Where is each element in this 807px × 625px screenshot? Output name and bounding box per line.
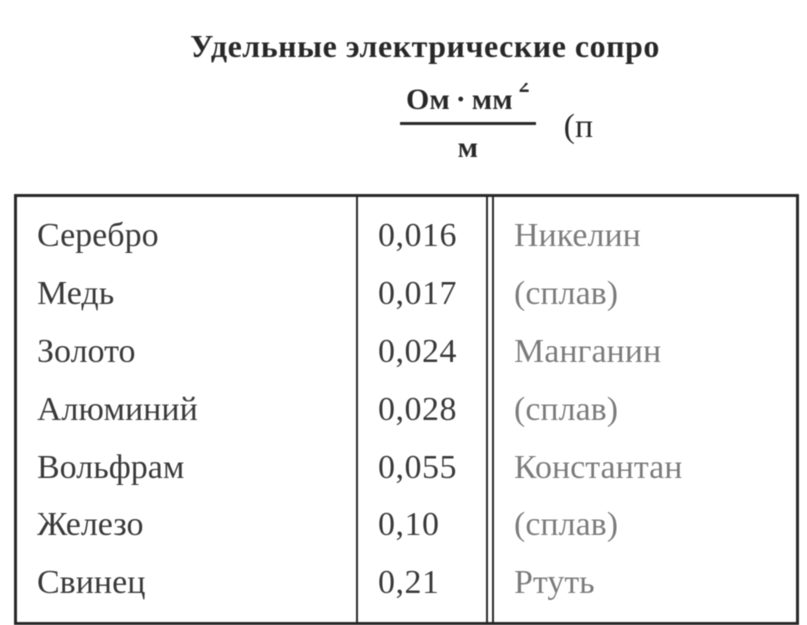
table-row: Золото 0,024 Манганин	[17, 323, 796, 381]
material-name: Алюминий	[17, 381, 357, 439]
resistivity-table: Серебро 0,016 Никелин Медь 0,017 (сплав)…	[14, 194, 799, 625]
table-row: Медь 0,017 (сплав)	[17, 265, 796, 323]
material-value: 0,055	[357, 439, 487, 497]
material-value: 0,016	[357, 207, 487, 265]
material-name-right: Ртуть	[493, 554, 796, 612]
material-value: 0,21	[357, 554, 487, 612]
unit-dot: ·	[456, 83, 466, 116]
material-value: 0,017	[357, 265, 487, 323]
table-row: Железо 0,10 (сплав)	[17, 496, 796, 554]
material-name-right: (сплав)	[493, 265, 796, 323]
fraction-bar	[400, 122, 536, 125]
material-name-right: Никелин	[493, 207, 796, 265]
material-name: Медь	[17, 265, 357, 323]
material-value: 0,028	[357, 381, 487, 439]
material-name-right: Константан	[493, 439, 796, 497]
material-name-right: (сплав)	[493, 381, 796, 439]
material-name-right: (сплав)	[493, 496, 796, 554]
unit-ohm: Ом	[406, 83, 450, 116]
unit-m: м	[458, 129, 478, 164]
material-name: Железо	[17, 496, 357, 554]
material-name: Серебро	[17, 207, 357, 265]
unit-exp: 2	[519, 83, 530, 97]
table-row: Свинец 0,21 Ртуть	[17, 554, 796, 612]
material-name-right: Манганин	[493, 323, 796, 381]
table-row: Алюминий 0,028 (сплав)	[17, 381, 796, 439]
unit-mm: мм	[472, 83, 513, 116]
material-name: Свинец	[17, 554, 357, 612]
material-value: 0,024	[357, 323, 487, 381]
unit-block: Ом · мм 2 м (п	[0, 83, 807, 164]
table-row: Серебро 0,016 Никелин	[17, 207, 796, 265]
material-name: Вольфрам	[17, 439, 357, 497]
page-title: Удельные электрические сопро	[0, 28, 807, 65]
unit-fraction: Ом · мм 2 м	[400, 83, 536, 164]
table-row: Вольфрам 0,055 Константан	[17, 439, 796, 497]
material-name: Золото	[17, 323, 357, 381]
unit-paren: (п	[564, 108, 594, 164]
material-value: 0,10	[357, 496, 487, 554]
